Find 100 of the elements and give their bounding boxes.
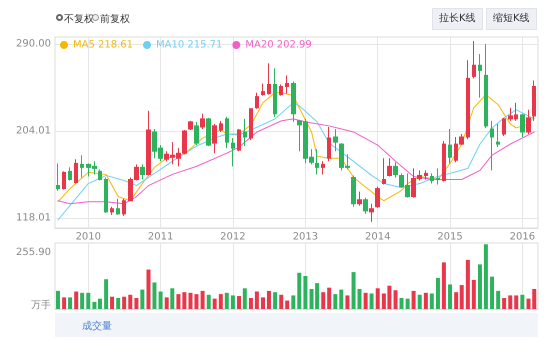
x-tick-label: 2015 — [437, 232, 463, 242]
candlestick — [363, 197, 368, 214]
candlestick — [442, 140, 446, 182]
bar — [370, 293, 374, 309]
bar — [285, 300, 290, 309]
bar — [333, 294, 338, 309]
candlestick — [327, 126, 331, 162]
candlestick — [393, 162, 398, 178]
bar — [364, 292, 368, 309]
candlestick — [56, 162, 60, 192]
bar — [152, 282, 156, 309]
bar — [237, 296, 242, 309]
candlestick — [382, 158, 386, 186]
bar — [436, 278, 440, 309]
bar — [291, 295, 296, 309]
candlestick — [212, 123, 217, 154]
bar — [400, 298, 404, 309]
bar — [472, 280, 476, 309]
candlestick — [140, 164, 145, 180]
bar — [430, 293, 434, 309]
candlestick — [351, 174, 356, 208]
candlestick — [249, 108, 253, 141]
text: 成交量 — [82, 320, 112, 333]
candlestick — [122, 198, 126, 216]
bar — [279, 294, 284, 309]
candlestick — [436, 168, 440, 186]
candlestick — [194, 121, 199, 146]
text: 不复权 — [64, 12, 94, 26]
candlestick — [291, 80, 296, 122]
candlestick — [387, 158, 392, 177]
candlestick — [333, 128, 338, 152]
y-tick-label: 118.01 — [16, 212, 51, 224]
candlestick — [225, 116, 229, 149]
bar — [358, 288, 362, 309]
bar — [496, 290, 500, 309]
y-tick-label: 204.01 — [16, 125, 51, 136]
bar — [339, 290, 344, 309]
candlestick — [285, 74, 289, 94]
bar — [140, 290, 144, 309]
bar — [478, 264, 482, 309]
candlestick — [484, 44, 488, 128]
candlestick — [188, 120, 193, 130]
bar — [122, 296, 126, 309]
bar — [261, 297, 266, 309]
bar — [266, 290, 271, 309]
candlestick — [116, 198, 120, 216]
bar — [110, 296, 114, 309]
candlestick — [74, 158, 78, 184]
bar — [484, 244, 488, 309]
candlestick — [502, 117, 506, 137]
candlestick — [68, 166, 72, 182]
candlestick — [532, 80, 536, 122]
bar — [254, 292, 259, 309]
bar — [327, 288, 332, 309]
bar — [86, 292, 90, 309]
candlestick — [448, 128, 452, 164]
line-series — [57, 92, 535, 202]
bar — [230, 295, 235, 309]
bar — [394, 290, 398, 309]
x-tick-label: 2013 — [292, 232, 318, 242]
text: 缩短K线 — [486, 8, 537, 30]
bar — [146, 270, 151, 309]
bar — [297, 272, 302, 309]
bar — [164, 297, 169, 309]
x-tick-label: 2012 — [220, 232, 246, 242]
bar — [345, 295, 350, 309]
line-series — [57, 118, 535, 204]
bar — [182, 292, 186, 309]
candlestick — [243, 118, 247, 147]
x-tick-label: 2010 — [76, 232, 102, 242]
bar — [68, 297, 72, 309]
bar — [248, 298, 253, 309]
candlestick — [375, 186, 380, 208]
candlestick — [267, 62, 271, 96]
bar — [188, 292, 193, 309]
candlestick — [520, 113, 525, 138]
candlestick — [273, 68, 277, 118]
bar — [116, 298, 120, 309]
bar — [424, 292, 428, 309]
bar — [62, 297, 66, 309]
bar — [242, 288, 247, 309]
candlestick — [526, 109, 531, 135]
bar — [376, 288, 380, 309]
candlestick — [255, 92, 259, 110]
legend-label: MA5 218.61 — [73, 40, 133, 50]
bar — [128, 294, 132, 309]
text: 前复权 — [100, 12, 130, 26]
bar — [200, 290, 205, 309]
bar — [104, 279, 108, 309]
candlestick — [237, 128, 241, 152]
bar — [418, 294, 422, 309]
candlestick — [369, 203, 374, 222]
bar — [448, 284, 452, 309]
text: 万手 — [31, 298, 51, 312]
candlestick — [466, 60, 470, 140]
y-tick-label: 290.00 — [16, 38, 51, 50]
bar — [490, 276, 494, 309]
candlestick — [472, 40, 476, 79]
bar — [80, 292, 84, 309]
bar — [212, 298, 217, 309]
